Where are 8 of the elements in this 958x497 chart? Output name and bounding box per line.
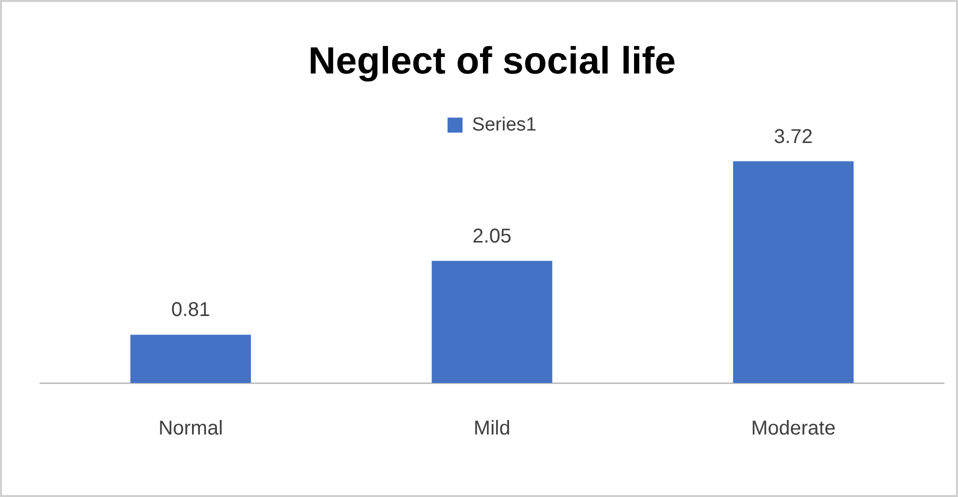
legend-label: Series1 [472,114,536,136]
data-label: 3.72 [774,126,813,148]
data-label: 2.05 [472,225,512,248]
data-label: 0.81 [171,299,210,322]
chart-title: Neglect of social life [308,40,676,82]
x-tick-label: Mild [474,418,510,440]
x-tick-label: Normal [158,418,223,440]
x-tick-label: Moderate [751,418,836,440]
